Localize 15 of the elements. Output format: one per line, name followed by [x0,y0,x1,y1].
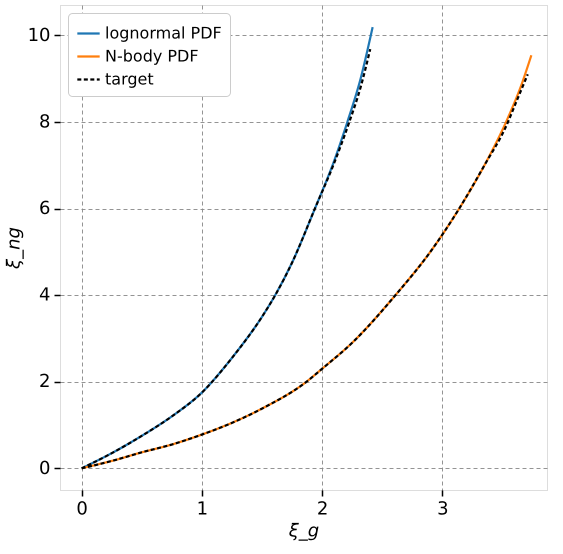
y-axis-title: ξ_ng [4,227,25,270]
y-tick-label: 0 [39,458,50,479]
x-axis-title: ξ_g [288,520,320,542]
y-tick-label: 6 [39,198,50,220]
x-tick-label: 1 [196,498,208,520]
x-tick-label: 0 [76,498,88,520]
y-tick-label: 8 [39,111,50,132]
x-tick-label: 2 [316,498,328,520]
y-tick-label: 2 [39,371,50,392]
y-tick-label: 10 [28,24,50,46]
x-tick-label: 3 [437,498,449,520]
legend-label: target [105,70,154,88]
legend-label: N-body PDF [105,46,199,66]
legend-label: lognormal PDF [105,24,222,42]
y-tick-label: 4 [39,284,50,306]
